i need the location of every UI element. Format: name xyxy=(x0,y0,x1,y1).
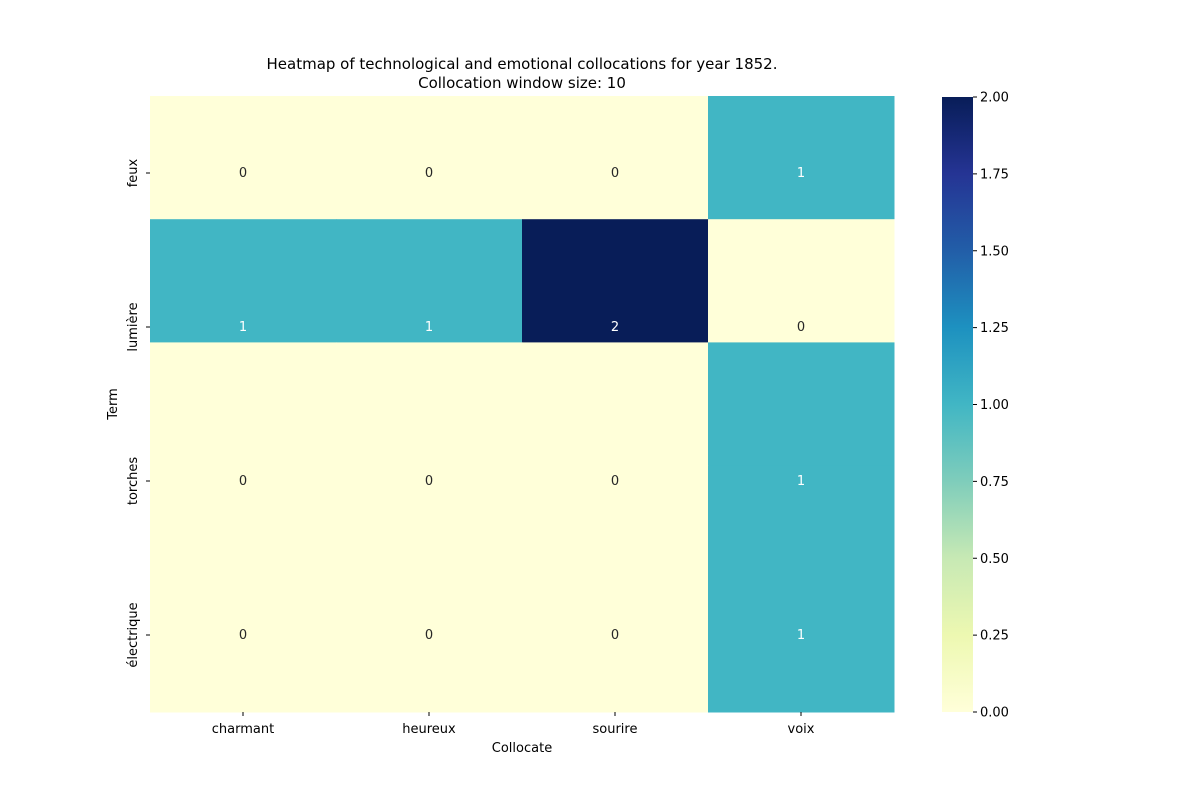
x-tick-label: voix xyxy=(788,722,815,737)
cell-value-label: 0 xyxy=(611,166,619,181)
cell-value-label: 0 xyxy=(239,166,247,181)
x-tick-label: charmant xyxy=(212,722,274,737)
colorbar-tick-label: 1.50 xyxy=(980,244,1009,259)
heatmap-cell xyxy=(708,465,895,713)
heatmap-cell xyxy=(336,342,523,467)
heatmap-cell xyxy=(522,219,709,343)
colorbar-tick-label: 0.00 xyxy=(980,706,1009,721)
heatmap-cell xyxy=(150,465,337,713)
cell-value-label: 0 xyxy=(797,320,805,335)
heatmap-cell xyxy=(522,342,709,467)
colorbar-tick-label: 2.00 xyxy=(980,91,1009,106)
heatmap-cell xyxy=(708,219,895,343)
cell-value-label: 0 xyxy=(611,474,619,489)
heatmap-cell xyxy=(150,96,337,220)
cell-value-label: 0 xyxy=(425,474,433,489)
y-tick-label: lumière xyxy=(126,302,141,351)
chart-title-line1: Heatmap of technological and emotional c… xyxy=(267,55,778,73)
colorbar-gradient xyxy=(942,97,973,712)
cell-value-label: 1 xyxy=(797,474,805,489)
y-axis-label: Term xyxy=(106,388,121,421)
cell-value-label: 0 xyxy=(425,166,433,181)
heatmap-cell xyxy=(522,465,709,713)
y-tick-label: feux xyxy=(126,158,141,187)
cell-value-label: 1 xyxy=(425,320,433,335)
x-axis-label: Collocate xyxy=(492,741,552,756)
colorbar-tick-label: 1.75 xyxy=(980,167,1009,182)
cell-value-label: 0 xyxy=(239,474,247,489)
heatmap-cell xyxy=(336,219,523,343)
heatmap-cell xyxy=(708,96,895,220)
cell-value-label: 1 xyxy=(797,166,805,181)
heatmap-cell xyxy=(336,96,523,220)
colorbar-tick-label: 0.50 xyxy=(980,552,1009,567)
colorbar-tick-label: 0.75 xyxy=(980,475,1009,490)
colorbar: 0.00 0.25 0.50 0.75 1.00 1.25 1.50 1.75 2.00 xyxy=(942,91,1009,721)
y-tick-label: électrique xyxy=(126,602,141,667)
cell-value-label: 2 xyxy=(611,320,619,335)
heatmap-cell-labels: 0 0 0 1 1 1 2 0 0 0 0 1 0 0 0 1 xyxy=(239,166,805,643)
cell-value-label: 0 xyxy=(239,628,247,643)
chart-title-line2: Collocation window size: 10 xyxy=(418,74,626,92)
colorbar-tick-label: 1.00 xyxy=(980,398,1009,413)
y-tick-label: torches xyxy=(126,457,141,505)
y-axis: feux lumière torches électrique xyxy=(126,158,150,668)
colorbar-tick-label: 0.25 xyxy=(980,629,1009,644)
cell-value-label: 1 xyxy=(797,628,805,643)
x-axis: charmant heureux sourire voix xyxy=(212,712,815,737)
x-tick-label: sourire xyxy=(593,722,638,737)
colorbar-tick-label: 1.25 xyxy=(980,321,1009,336)
heatmap-cell xyxy=(150,219,337,343)
heatmap-cell xyxy=(336,465,523,713)
heatmap-cell xyxy=(708,342,895,467)
heatmap-cells xyxy=(150,96,895,713)
cell-value-label: 0 xyxy=(611,628,619,643)
heatmap-cell xyxy=(522,96,709,220)
x-tick-label: heureux xyxy=(402,722,456,737)
heatmap-cell xyxy=(150,342,337,467)
cell-value-label: 0 xyxy=(425,628,433,643)
cell-value-label: 1 xyxy=(239,320,247,335)
